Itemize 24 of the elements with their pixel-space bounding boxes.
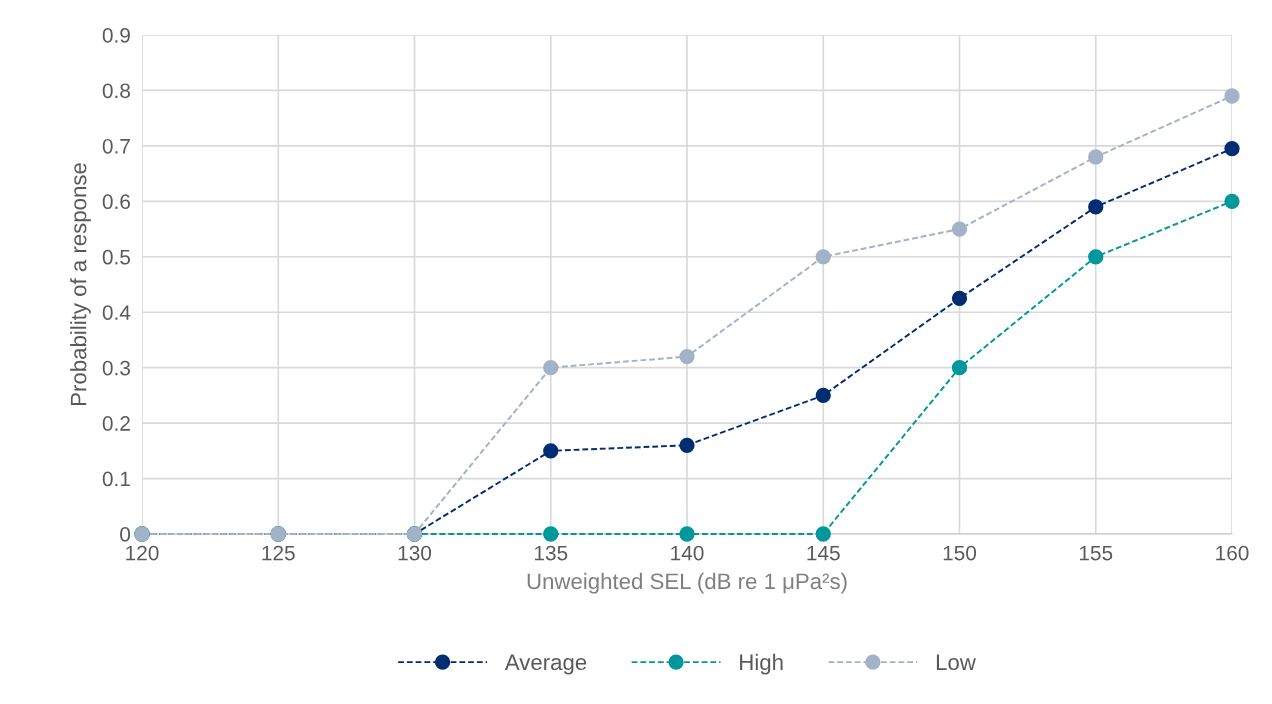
y-tick-label: 0.4 xyxy=(102,305,131,320)
x-tick-label: 135 xyxy=(534,545,568,561)
y-tick-label: 0.7 xyxy=(102,138,130,154)
x-axis-title: Unweighted SEL (dB re 1 μPa²s) xyxy=(527,572,847,594)
y-axis-title: Probability of a response xyxy=(70,163,91,405)
x-tick-label: 130 xyxy=(398,545,432,561)
x-tick-label: 120 xyxy=(126,545,159,561)
x-tick-label: 150 xyxy=(943,545,977,561)
y-tick-label: 0.5 xyxy=(102,249,131,265)
y-tick-label: 0.3 xyxy=(102,360,130,376)
y-tick-label: 0 xyxy=(120,527,131,542)
y-tick-label: 0.6 xyxy=(102,194,130,210)
y-tick-label: 0.1 xyxy=(102,471,130,487)
legend-label: Average xyxy=(504,654,587,675)
legend-label: High xyxy=(740,653,783,675)
x-tick-label: 145 xyxy=(807,545,840,561)
x-tick-label: 155 xyxy=(1079,545,1113,561)
x-tick-label: 160 xyxy=(1216,545,1249,561)
y-tick-label: 0.8 xyxy=(102,83,130,99)
y-tick-label: 0.2 xyxy=(102,416,130,431)
y-tick-label: 0.9 xyxy=(102,28,130,43)
legend-label: Low xyxy=(936,654,976,671)
x-tick-label: 140 xyxy=(671,545,704,561)
x-tick-label: 125 xyxy=(262,545,295,561)
